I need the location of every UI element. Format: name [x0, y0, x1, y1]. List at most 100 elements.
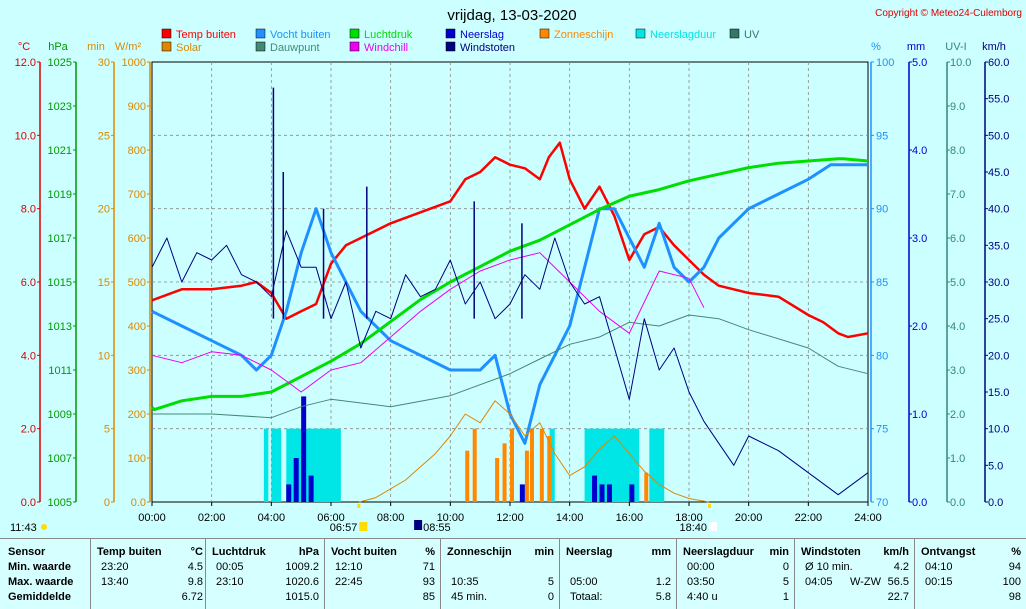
- legend-swatch: [729, 28, 740, 39]
- legend-swatch: [349, 41, 360, 52]
- table-time: 04:10: [925, 561, 953, 573]
- bar-neerslag: [286, 484, 292, 502]
- table-unit: min: [534, 546, 554, 558]
- legend-swatch: [445, 41, 456, 52]
- bar-neerslag: [308, 475, 314, 502]
- axis-temp-tick: 10.0: [15, 130, 36, 142]
- axis-humidity-tick: 100: [876, 57, 894, 69]
- axis-solar-tick: 500: [128, 277, 146, 289]
- table-value: 5: [547, 576, 554, 588]
- table-time: 23:20: [101, 561, 129, 573]
- series-windstoten: [151, 230, 869, 496]
- table-value: 4.5: [187, 561, 203, 573]
- table-col-zon: Zonneschijn min 10:35 5 45 min. 0: [440, 539, 560, 609]
- axis-rain-unit: mm: [907, 41, 925, 53]
- legend-swatch: [445, 28, 456, 39]
- axis-minutes-tick: 5: [104, 424, 110, 436]
- table-unit: km/h: [883, 546, 909, 558]
- axis-wind-tick: 40.0: [988, 204, 1009, 216]
- table-row-label: Max. waarde: [8, 576, 74, 588]
- bar-zonneschijn: [495, 458, 500, 502]
- table-unit: %: [1011, 546, 1021, 558]
- table-header: Windstoten: [801, 546, 861, 558]
- axis-solar-tick: 600: [128, 233, 146, 245]
- x-tick-label: 08:00: [377, 512, 405, 524]
- table-time: Totaal:: [570, 591, 603, 603]
- table-time: 00:05: [216, 561, 244, 573]
- x-tick-label: 22:00: [795, 512, 823, 524]
- table-value: 56.5: [887, 576, 909, 588]
- axis-temp-tick: 0.0: [21, 497, 36, 509]
- sunset-label: 18:40: [679, 522, 707, 534]
- legend-swatch: [161, 28, 172, 39]
- axis-wind-tick: 30.0: [988, 277, 1009, 289]
- x-tick-label: 06:00: [317, 512, 345, 524]
- table-header: Sensor: [8, 546, 46, 558]
- axis-pressure-tick: 1019: [48, 189, 72, 201]
- axis-uv-tick: 10.0: [950, 57, 971, 69]
- axis-minutes-tick: 30: [98, 57, 110, 69]
- legend-swatch: [255, 41, 266, 52]
- max-marker-label: 08:55: [423, 522, 451, 534]
- axis-solar-tick: 300: [128, 365, 146, 377]
- copyright-text: Copyright © Meteo24-Culemborg: [875, 8, 1022, 19]
- legend-label: UV: [744, 29, 760, 41]
- legend-label: Dauwpunt: [270, 42, 320, 54]
- table-value: 94: [1008, 561, 1021, 573]
- axis-wind-tick: 0.0: [988, 497, 1003, 509]
- axis-rain-tick: 0.0: [912, 497, 927, 509]
- axis-pressure-tick: 1009: [48, 409, 72, 421]
- table-value: 0: [547, 591, 554, 603]
- table-header: Luchtdruk: [212, 546, 266, 558]
- bar-zonneschijn: [524, 450, 529, 502]
- axis-solar-tick: 800: [128, 145, 146, 157]
- axis-humidity-tick: 95: [876, 130, 888, 142]
- axis-humidity-unit: %: [871, 41, 881, 53]
- table-col-temp: Temp buiten °C 23:20 4.5 13:40 9.8 6.72: [90, 539, 209, 609]
- series-temp-buiten: [151, 141, 869, 339]
- sunrise-icon: [359, 522, 368, 531]
- table-time: 22:45: [335, 576, 363, 588]
- table-header: Vocht buiten: [331, 546, 397, 558]
- axis-uv-tick: 8.0: [950, 145, 965, 157]
- bar-neerslag: [629, 484, 635, 502]
- table-value: 1015.0: [285, 591, 319, 603]
- table-header: Zonneschijn: [447, 546, 512, 558]
- table-col-vocht: Vocht buiten% 12:10 71 22:45 93 85: [324, 539, 441, 609]
- sunset-marker: [707, 504, 711, 508]
- table-value: 1: [782, 591, 789, 603]
- bar-neerslag: [293, 458, 299, 502]
- axis-temp-tick: 4.0: [21, 350, 36, 362]
- max-marker-icon: [414, 520, 423, 530]
- axis-humidity-tick: 90: [876, 204, 888, 216]
- x-tick-label: 00:00: [138, 512, 166, 524]
- bar-neerslag: [592, 475, 598, 502]
- legend-label: Neerslag: [460, 29, 504, 41]
- table-time: 04:05: [805, 576, 833, 588]
- table-col-druk: Luchtdruk hPa 00:05 1009.2 23:10 1020.6 1015.0: [205, 539, 325, 609]
- table-col-duur: Neerslagduur min 00:00 0 03:50 5 4:40 u 1: [676, 539, 795, 609]
- table-value: 4.2: [893, 561, 909, 573]
- axis-minutes-tick: 20: [98, 204, 110, 216]
- table-time: 05:00: [570, 576, 598, 588]
- axis-uv-tick: 1.0: [950, 453, 965, 465]
- table-value: 6.72: [181, 591, 203, 603]
- table-value: 93: [422, 576, 435, 588]
- legend-swatch: [255, 28, 266, 39]
- axis-wind-tick: 20.0: [988, 350, 1009, 362]
- x-tick-label: 02:00: [198, 512, 226, 524]
- bar-zonneschijn: [644, 472, 649, 502]
- axis-pressure-tick: 1005: [48, 497, 72, 509]
- x-tick-label: 20:00: [735, 512, 763, 524]
- table-col-regen: Neerslag mm 05:00 1.2 Totaal: 5.8: [559, 539, 677, 609]
- x-tick-label: 16:00: [616, 512, 644, 524]
- axis-pressure-unit: hPa: [48, 41, 68, 53]
- axis-humidity-tick: 70: [876, 497, 888, 509]
- table-col-ontv: Ontvangst% 04:10 94 00:15 100 98: [914, 539, 1026, 609]
- bar-zonneschijn: [502, 443, 507, 502]
- table-col-wind: Windstoten km/h Ø 10 min. 4.2 04:05 W-ZW 56.5 2…: [794, 539, 915, 609]
- axis-uv-tick: 2.0: [950, 409, 965, 421]
- axis-rain-tick: 1.0: [912, 409, 927, 421]
- table-row-label: Gemiddelde: [8, 591, 71, 603]
- series-luchtdruk: [150, 157, 869, 412]
